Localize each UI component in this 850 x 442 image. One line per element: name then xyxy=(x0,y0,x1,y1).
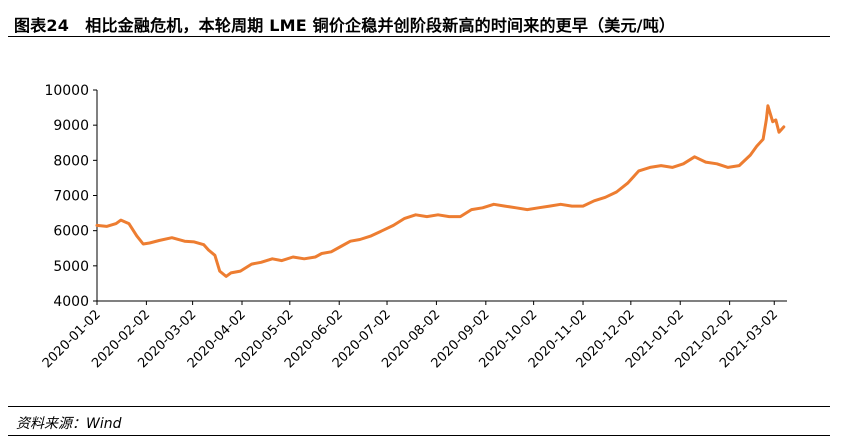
y-tick-label: 5000 xyxy=(53,259,89,275)
y-tick-label: 4000 xyxy=(53,294,89,310)
x-axis: 2020-01-022020-02-022020-03-022020-04-02… xyxy=(40,300,787,371)
series-group xyxy=(95,104,786,278)
y-tick-label: 8000 xyxy=(53,153,89,169)
figure-title-bar: 图表24 相比金融危机，本轮周期 LME 铜价企稳并创阶段新高的时间来的更早（美… xyxy=(8,4,830,37)
y-tick-label: 10000 xyxy=(44,83,89,99)
y-tick-label: 9000 xyxy=(53,118,89,134)
source-bar: 资料来源：Wind xyxy=(8,406,830,436)
copper-price-line xyxy=(95,104,786,278)
source-note: 资料来源：Wind xyxy=(16,416,122,432)
y-axis: 4000 5000 6000 7000 8000 9000 10000 xyxy=(44,83,98,310)
y-tick-label: 7000 xyxy=(53,189,89,205)
y-tick-label: 6000 xyxy=(53,224,89,240)
figure-title: 图表24 相比金融危机，本轮周期 LME 铜价企稳并创阶段新高的时间来的更早（美… xyxy=(14,16,676,35)
line-chart: 4000 5000 6000 7000 8000 9000 10000 2020-01-02… xyxy=(40,83,787,371)
